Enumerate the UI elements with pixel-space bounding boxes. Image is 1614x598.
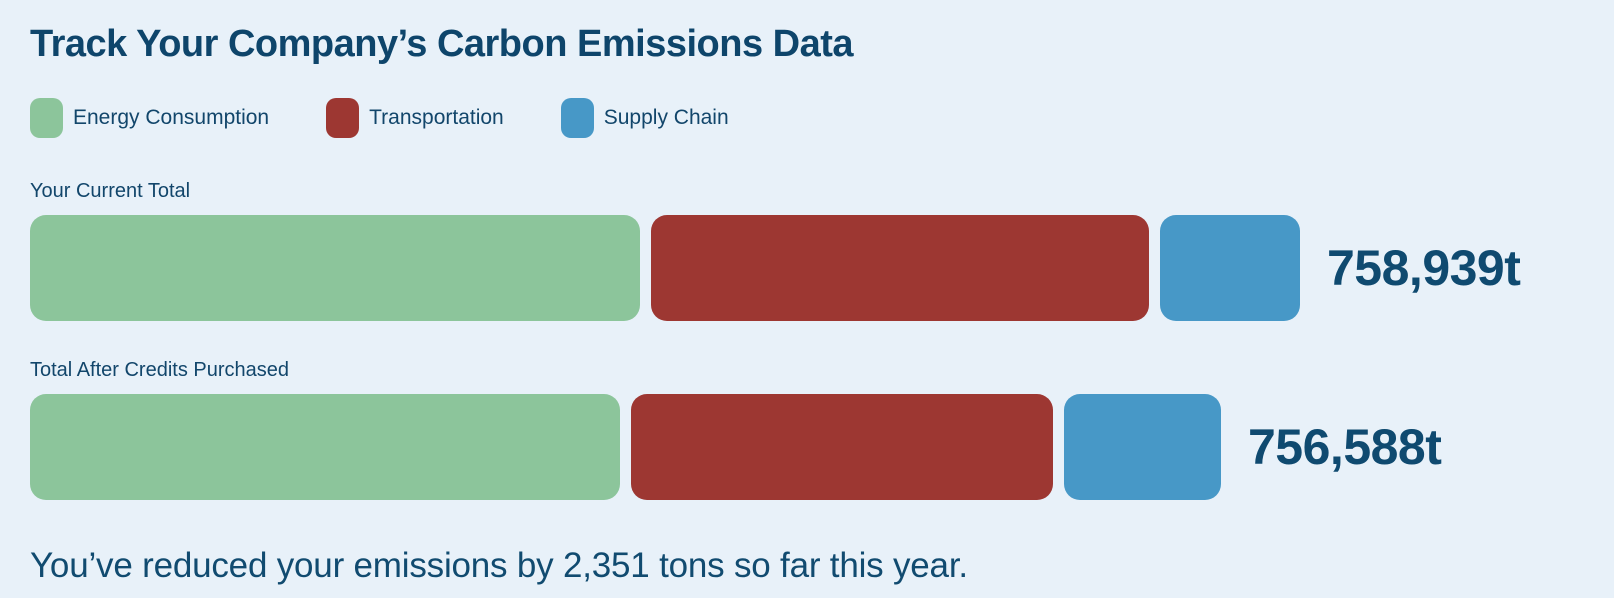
after-credits-total-value: 756,588t — [1248, 418, 1442, 475]
current-total-stacked-bar — [30, 214, 1300, 321]
legend-item-transportation: Transportation — [326, 97, 504, 138]
after-credits-label: Total After Credits Purchased — [30, 358, 290, 381]
after-transportation-segment — [631, 393, 1053, 500]
after-supply-chain-segment — [1064, 393, 1221, 500]
after-credits-stacked-bar — [30, 393, 1221, 500]
current-total-value: 758,939t — [1327, 239, 1521, 296]
current-transportation-segment — [651, 214, 1149, 321]
current-total-label: Your Current Total — [30, 179, 191, 202]
supply-chain-swatch-icon — [560, 97, 594, 138]
legend-label: Transportation — [369, 105, 504, 129]
current-total-section: Your Current Total 758,939t — [30, 178, 1584, 321]
legend-label: Supply Chain — [603, 105, 729, 129]
after-energy-consumption-segment — [30, 393, 620, 500]
current-total-bar-row: 758,939t — [30, 214, 1584, 321]
legend-item-supply-chain: Supply Chain — [560, 97, 729, 138]
current-energy-consumption-segment — [30, 214, 640, 321]
after-credits-section: Total After Credits Purchased 756,588t — [30, 357, 1584, 500]
current-supply-chain-segment — [1160, 214, 1300, 321]
legend-label: Energy Consumption — [73, 105, 270, 129]
reduction-summary-message: You’ve reduced your emissions by 2,351 t… — [30, 545, 968, 585]
after-credits-bar-row: 756,588t — [30, 393, 1584, 500]
transportation-swatch-icon — [326, 97, 360, 138]
page-title: Track Your Company’s Carbon Emissions Da… — [30, 23, 854, 65]
chart-legend: Energy Consumption Transportation Supply… — [30, 97, 1584, 138]
legend-item-energy-consumption: Energy Consumption — [30, 97, 270, 138]
energy-consumption-swatch-icon — [30, 97, 63, 138]
